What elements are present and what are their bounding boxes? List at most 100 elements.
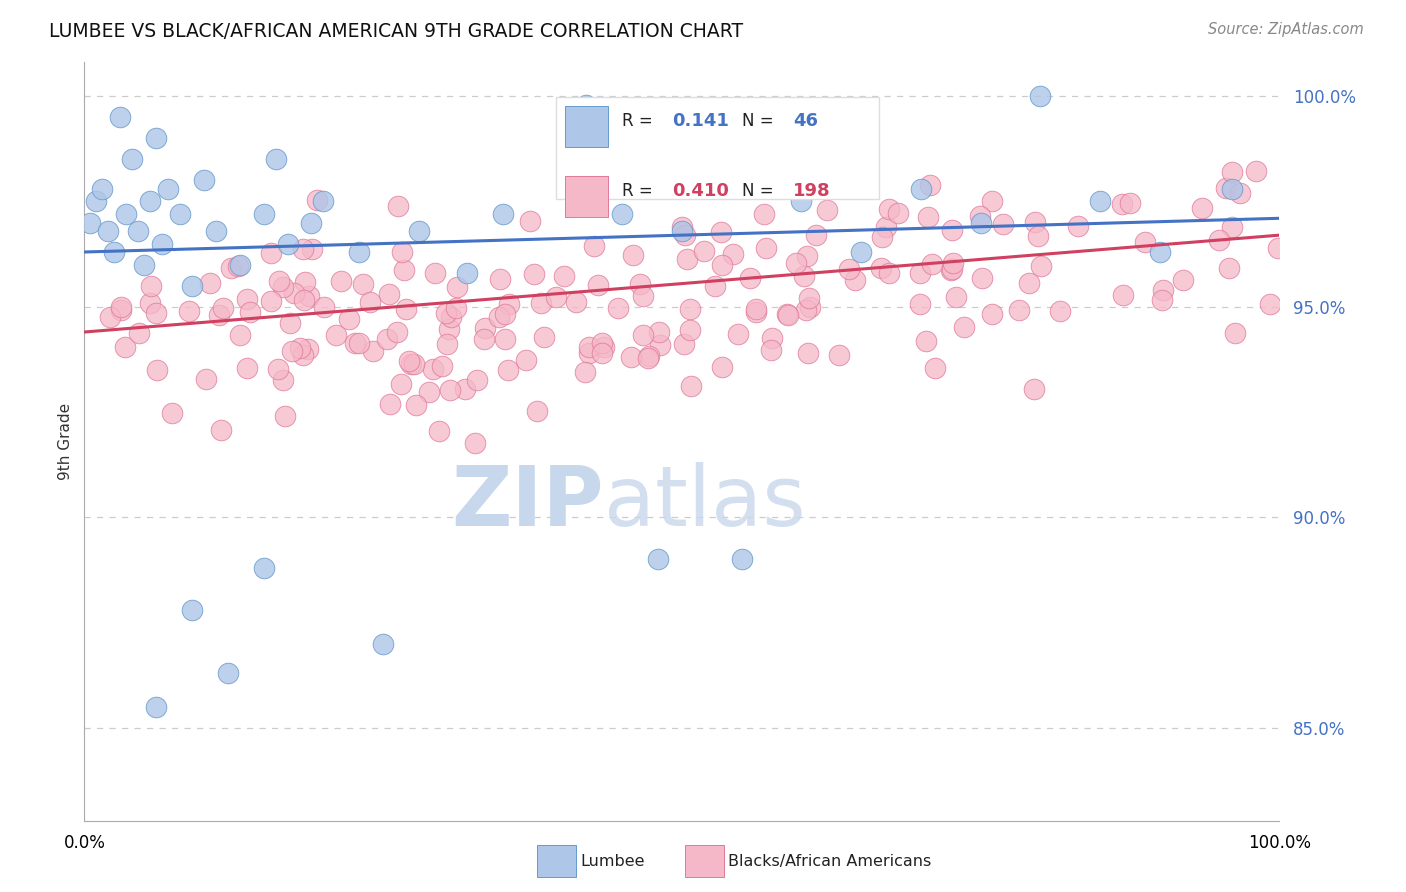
Point [799,300,821,314]
Point [274,409,297,424]
Point [160,406,183,420]
FancyBboxPatch shape [557,96,879,199]
Point [281,343,304,358]
Point [114,340,136,354]
Point [793,268,815,283]
Point [387,199,409,213]
Point [229,258,252,272]
Point [650,337,672,351]
Point [91,182,114,196]
Point [710,359,733,374]
Point [1024,215,1046,229]
Point [1218,260,1240,275]
Point [752,206,775,220]
Point [1150,293,1173,307]
Point [1220,220,1243,235]
Text: N =: N = [742,112,779,130]
Point [1173,273,1195,287]
Point [1067,219,1090,233]
Point [398,353,420,368]
Point [127,224,149,238]
Point [226,259,249,273]
Point [264,153,287,167]
Point [361,344,384,359]
Point [1260,297,1282,311]
Point [745,302,768,317]
Point [578,345,600,359]
Point [239,304,262,318]
Point [181,278,204,293]
Point [312,194,335,209]
Point [392,263,415,277]
Text: 46: 46 [793,112,818,130]
Point [575,97,598,112]
Point [586,278,609,293]
Point [494,332,516,346]
Point [673,337,696,351]
Text: ZIP: ZIP [451,462,605,542]
Point [301,215,323,229]
Point [253,561,276,575]
Point [437,322,460,336]
Text: 0.410: 0.410 [672,182,730,201]
Point [1029,89,1052,103]
Point [464,436,486,450]
Text: N =: N = [742,182,779,201]
Point [941,222,963,236]
Point [533,329,555,343]
Point [169,207,191,221]
Point [918,178,941,192]
Point [352,277,374,292]
Point [98,310,121,324]
Point [519,214,541,228]
Text: Blacks/African Americans: Blacks/African Americans [728,855,932,869]
Point [1026,228,1049,243]
Point [273,280,295,294]
Point [110,110,132,124]
Point [139,278,162,293]
Point [1223,326,1246,340]
Point [97,224,120,238]
Y-axis label: 9th Grade: 9th Grade [58,403,73,480]
Point [145,131,167,145]
Point [103,244,125,259]
Point [349,244,371,259]
Point [208,308,231,322]
Point [494,307,516,321]
Point [676,252,699,266]
Point [1090,194,1112,209]
Point [474,321,496,335]
Point [1229,186,1251,200]
Point [1208,233,1230,247]
Point [778,308,800,322]
Point [721,247,744,261]
Point [294,276,316,290]
Point [515,353,537,368]
Point [970,270,993,285]
Point [628,277,651,291]
Point [423,266,446,280]
Point [292,348,315,362]
Point [679,301,702,316]
Point [1215,180,1237,194]
Point [759,343,782,357]
Point [673,227,696,242]
Point [347,336,370,351]
Point [785,256,807,270]
Point [915,334,938,349]
Point [378,287,401,301]
Point [385,325,408,339]
Point [121,153,143,167]
Point [738,271,761,285]
Point [337,312,360,326]
Point [221,260,243,275]
Point [474,333,496,347]
Point [1135,235,1157,249]
Point [277,236,299,251]
Point [145,699,167,714]
Point [193,173,215,187]
Text: LUMBEE VS BLACK/AFRICAN AMERICAN 9TH GRADE CORRELATION CHART: LUMBEE VS BLACK/AFRICAN AMERICAN 9TH GRA… [49,22,744,41]
Point [828,348,851,362]
Point [399,357,422,371]
Point [1149,244,1171,259]
